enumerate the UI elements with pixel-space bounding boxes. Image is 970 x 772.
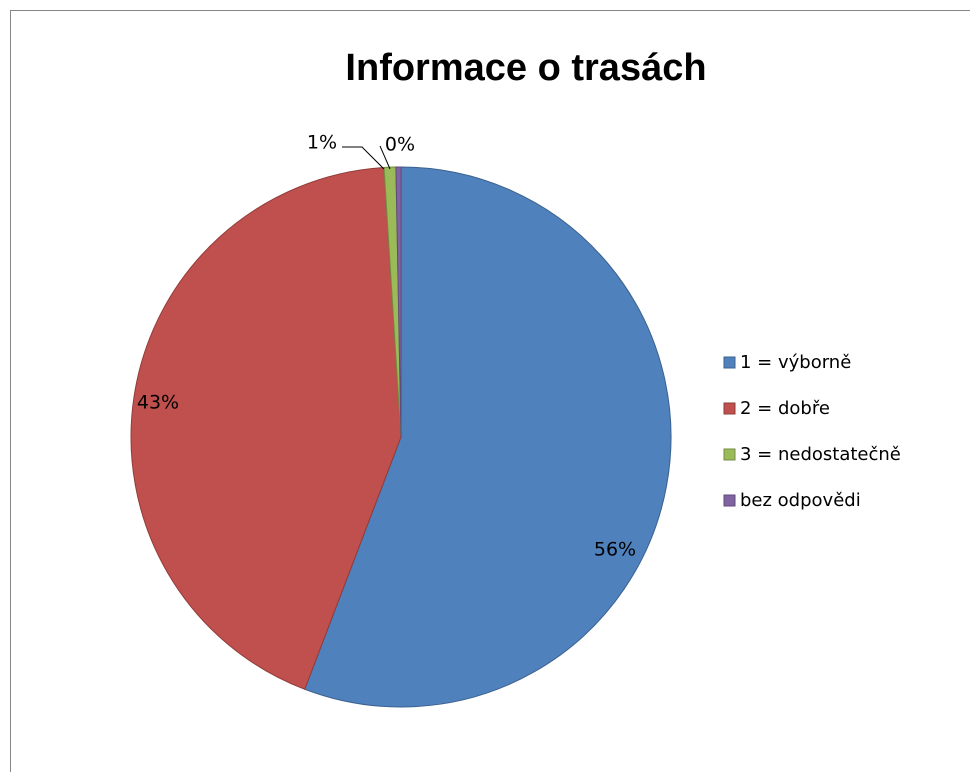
- legend-swatch: [723, 402, 736, 415]
- data-label: 0%: [385, 134, 415, 156]
- data-label: 56%: [594, 539, 636, 561]
- leader-line: [379, 145, 391, 170]
- pie-slice: [395, 166, 402, 438]
- legend-label: 1 = výborně: [740, 352, 851, 373]
- legend-label: bez odpovědi: [740, 490, 861, 511]
- legend-label: 3 = nedostatečně: [740, 444, 901, 465]
- leader-line: [342, 146, 385, 170]
- legend-swatch: [723, 356, 736, 369]
- data-label: 1%: [307, 132, 337, 154]
- chart-title: Informace o trasách: [345, 47, 706, 89]
- data-label: 43%: [137, 392, 179, 414]
- pie: [130, 166, 672, 708]
- pie-slice: [130, 167, 402, 690]
- legend-swatch: [723, 494, 736, 507]
- legend-swatch: [723, 448, 736, 461]
- legend-label: 2 = dobře: [740, 398, 830, 419]
- pie-slice: [304, 166, 672, 708]
